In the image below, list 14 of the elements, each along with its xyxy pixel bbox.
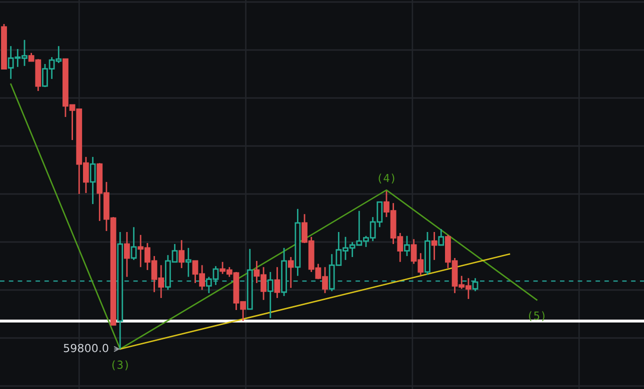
candlestick xyxy=(431,231,438,261)
candlestick xyxy=(178,239,185,269)
candlestick xyxy=(288,256,294,289)
annotation: (4) xyxy=(378,174,394,184)
candlestick xyxy=(185,247,192,278)
annotation: 59800.0 xyxy=(64,344,108,352)
candlestick xyxy=(124,231,130,278)
candlestick xyxy=(404,235,410,257)
candlestick xyxy=(274,266,280,299)
candlestick xyxy=(438,228,444,246)
candlestick xyxy=(130,226,137,261)
annotation: (5) xyxy=(529,311,544,322)
candlestick xyxy=(90,156,96,205)
text: (3) xyxy=(112,360,128,370)
